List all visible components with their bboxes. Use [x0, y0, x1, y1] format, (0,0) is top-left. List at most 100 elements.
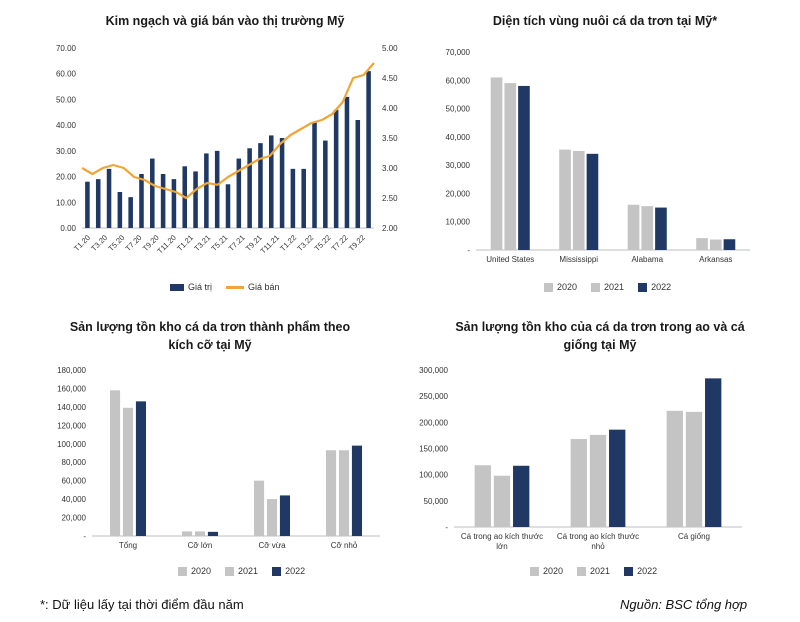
- x-tick-label: T7.20: [124, 233, 144, 253]
- legend-swatch: [530, 566, 539, 576]
- category-label: Cá giống: [678, 532, 710, 541]
- bar-export-value: [139, 174, 144, 228]
- y-tick-label: 70.00: [56, 44, 77, 53]
- legend-item-value: Giá trị: [170, 282, 212, 292]
- y2-tick-label: 2.00: [382, 224, 398, 233]
- legend-label: 2020: [557, 282, 578, 292]
- legend-label: 2020: [191, 566, 212, 576]
- legend-label: 2022: [651, 282, 672, 292]
- legend-label: 2022: [285, 566, 306, 576]
- x-tick-label: T7.21: [227, 233, 247, 253]
- chart-title: Sản lượng tồn kho cá da trơn thành phẩm …: [69, 320, 351, 352]
- legend-item-2020: 2020: [544, 282, 577, 292]
- bar-2020: [110, 390, 121, 536]
- chart-legend: 2020 2021 2022: [544, 282, 671, 292]
- bar-2020: [570, 439, 587, 527]
- bar-2021: [685, 411, 703, 527]
- legend-swatch: [272, 566, 282, 576]
- y-tick-label: 20,000: [62, 514, 87, 523]
- y-tick-label: 30,000: [446, 161, 471, 170]
- legend-label: Giá bán: [248, 282, 280, 292]
- legend-swatch: [577, 566, 587, 576]
- bar-2021: [194, 531, 206, 536]
- bar-export-value: [106, 168, 112, 228]
- bar-export-value: [279, 138, 285, 228]
- y-tick-label: 150,000: [419, 445, 448, 454]
- y-tick-label: 100,000: [419, 471, 448, 480]
- bar-2021: [122, 407, 134, 536]
- y-tick-label: 0.00: [60, 224, 76, 233]
- legend-swatch: [170, 283, 184, 291]
- chart-legend: Giá trị Giá bán: [170, 282, 280, 292]
- x-tick-label: T1.20: [72, 233, 92, 253]
- bar-export-value: [312, 122, 317, 228]
- category-label: Cỡ vừa: [258, 541, 286, 550]
- x-tick-label: T1.22: [278, 233, 298, 253]
- bar-2020: [490, 77, 503, 250]
- bar-2022: [705, 378, 722, 527]
- bar-export-value: [301, 168, 306, 228]
- footnote: *: Dữ liệu lấy tại thời điểm đầu năm: [40, 597, 244, 612]
- bar-export-value: [171, 179, 177, 228]
- bar-export-value: [258, 143, 263, 228]
- bar-export-value: [150, 158, 155, 228]
- category-label: United States: [486, 255, 534, 264]
- y-tick-label: 40.00: [56, 121, 77, 130]
- x-tick-label: T5.22: [313, 233, 333, 253]
- bar-export-value: [160, 174, 166, 228]
- category-label: Alabama: [631, 255, 663, 264]
- bar-2021: [493, 475, 511, 527]
- line-selling-price: [81, 62, 375, 200]
- y-tick-label: -: [445, 523, 448, 532]
- legend-item-2022: 2022: [638, 282, 671, 292]
- category-label: Cá trong ao kích thước lớn: [461, 532, 543, 551]
- y-tick-label: 300,000: [419, 366, 448, 375]
- y-tick-label: 160,000: [57, 384, 86, 393]
- bar-2020: [182, 531, 193, 536]
- bar-export-value: [128, 197, 133, 228]
- bar-export-value: [355, 120, 361, 228]
- category-label: Cỡ nhỏ: [331, 541, 358, 550]
- bar-2021: [589, 434, 607, 527]
- y-tick-label: 30.00: [56, 147, 77, 156]
- bar-2021: [338, 450, 350, 536]
- source-note: Nguồn: BSC tổng hợp: [620, 597, 748, 612]
- legend-swatch: [544, 282, 553, 292]
- legend-swatch: [638, 282, 648, 292]
- bar-2022: [207, 531, 218, 536]
- bar-export-value: [247, 148, 252, 228]
- y-tick-label: 40,000: [446, 133, 471, 142]
- y2-tick-label: 3.00: [382, 164, 398, 173]
- y-tick-label: 50.00: [56, 95, 77, 104]
- y-tick-label: 100,000: [57, 440, 86, 449]
- x-tick-label: T3.22: [295, 233, 315, 253]
- x-tick-label: T11.20: [155, 233, 177, 255]
- chart-panel-farming-area: Diện tích vùng nuôi cá da trơn tại Mỹ* -…: [420, 10, 790, 310]
- x-tick-label: T5.21: [209, 233, 229, 253]
- legend-label: 2021: [604, 282, 625, 292]
- y-tick-label: 10,000: [446, 218, 471, 227]
- bar-export-value: [95, 179, 101, 228]
- bar-2022: [586, 153, 599, 250]
- bar-2021: [504, 83, 517, 250]
- x-tick-label: T11.21: [258, 233, 280, 255]
- bar-2020: [696, 238, 708, 250]
- legend-label: Giá trị: [188, 282, 213, 292]
- bar-export-value: [333, 109, 339, 228]
- bar-2022: [135, 401, 146, 536]
- bar-chart: - 10,000 20,000 30,000 40,000 50,000 60,000 70,…: [446, 48, 750, 264]
- legend-label: 2021: [238, 566, 259, 576]
- y-tick-label: 200,000: [419, 418, 448, 427]
- legend-swatch: [178, 566, 187, 576]
- bar-2022: [351, 445, 362, 536]
- bar-2020: [666, 410, 683, 527]
- legend-item-2020: 2020: [178, 566, 211, 576]
- y-tick-label: 40,000: [62, 495, 87, 504]
- bar-2022: [513, 465, 530, 527]
- y-tick-label: 60,000: [62, 477, 87, 486]
- y-tick-label: 50,000: [424, 497, 449, 506]
- y-tick-label: 250,000: [419, 392, 448, 401]
- y-tick-label: 20.00: [56, 173, 77, 182]
- chart-title: Diện tích vùng nuôi cá da trơn tại Mỹ*: [492, 14, 718, 28]
- category-label: Cá trong ao kích thước nhỏ: [557, 532, 639, 551]
